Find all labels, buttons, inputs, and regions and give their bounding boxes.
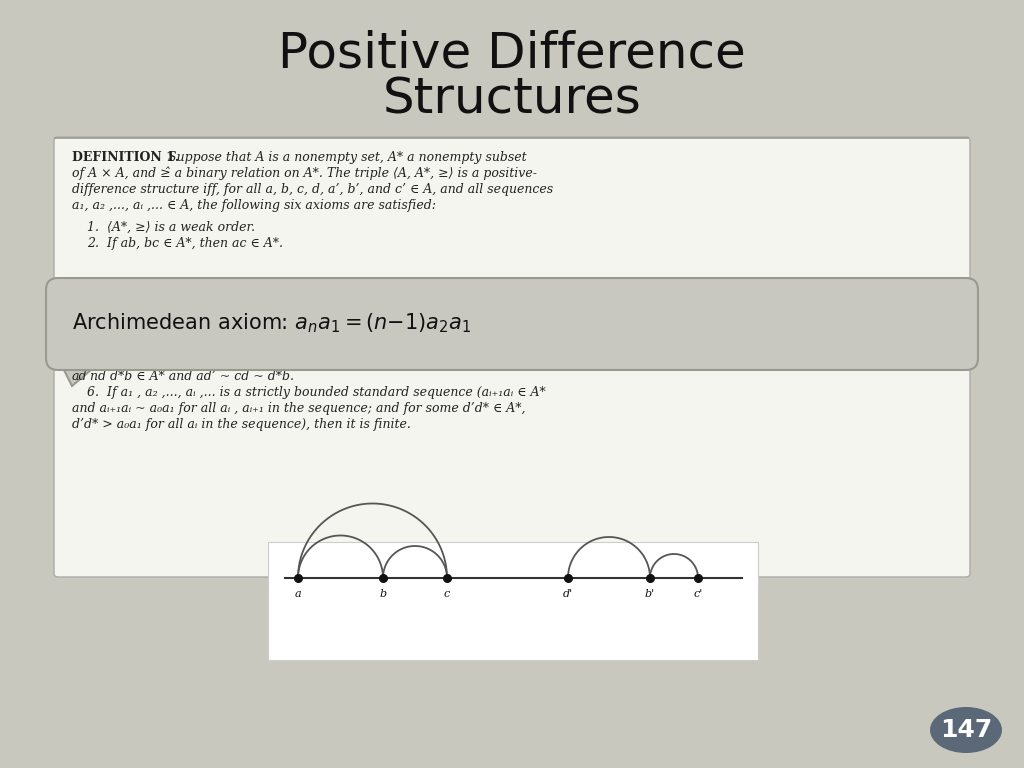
Text: Suppose that A is a nonempty set, A* a nonempty subset: Suppose that A is a nonempty set, A* a n… bbox=[160, 151, 526, 164]
Text: 2.  If ab, bc ∈ A*, then ac ∈ A*.: 2. If ab, bc ∈ A*, then ac ∈ A*. bbox=[87, 237, 283, 250]
Text: d': d' bbox=[563, 589, 573, 599]
Text: 6.  If a₁ , a₂ ,..., aᵢ ,... is a strictly bounded standard sequence (aᵢ₊₁aᵢ ∈ A: 6. If a₁ , a₂ ,..., aᵢ ,... is a strictl… bbox=[87, 386, 546, 399]
Text: Positive Difference: Positive Difference bbox=[279, 29, 745, 77]
Text: ad: ad bbox=[72, 370, 87, 383]
Text: 1.  ⟨A*, ≥⟩ is a weak order.: 1. ⟨A*, ≥⟩ is a weak order. bbox=[87, 221, 255, 234]
FancyBboxPatch shape bbox=[46, 278, 978, 370]
Text: b': b' bbox=[645, 589, 655, 599]
Text: b: b bbox=[380, 589, 387, 599]
Text: nd d*b ∈ A* and ad’ ~ cd ~ d*b.: nd d*b ∈ A* and ad’ ~ cd ~ d*b. bbox=[90, 370, 294, 383]
Text: and aᵢ₊₁aᵢ ~ a₀a₁ for all aᵢ , aᵢ₊₁ in the sequence; and for some d’d* ∈ A*,: and aᵢ₊₁aᵢ ~ a₀a₁ for all aᵢ , aᵢ₊₁ in t… bbox=[72, 402, 525, 415]
Text: d’d* > a₀a₁ for all aᵢ in the sequence), then it is finite.: d’d* > a₀a₁ for all aᵢ in the sequence),… bbox=[72, 418, 411, 431]
Bar bbox=[268, 542, 758, 660]
Ellipse shape bbox=[930, 707, 1002, 753]
Text: 147: 147 bbox=[940, 718, 992, 742]
FancyBboxPatch shape bbox=[54, 137, 970, 577]
Text: a₁, a₂ ,..., aᵢ ,... ∈ A, the following six axioms are satisfied:: a₁, a₂ ,..., aᵢ ,... ∈ A, the following … bbox=[72, 199, 436, 212]
Text: Structures: Structures bbox=[383, 76, 641, 124]
Text: c': c' bbox=[693, 589, 702, 599]
Text: c: c bbox=[443, 589, 451, 599]
Text: a: a bbox=[295, 589, 301, 599]
Text: of A × A, and ≥̂ a binary relation on A*. The triple ⟨A, A*, ≥⟩ is a positive-: of A × A, and ≥̂ a binary relation on A*… bbox=[72, 167, 537, 180]
Polygon shape bbox=[58, 358, 105, 386]
Text: difference structure iff, for all a, b, c, d, a’, b’, and c’ ∈ A, and all sequen: difference structure iff, for all a, b, … bbox=[72, 183, 553, 196]
Text: DEFINITION 1.: DEFINITION 1. bbox=[72, 151, 179, 164]
Text: Archimedean axiom: $a_na_1 = (n{-}1)a_2a_1$: Archimedean axiom: $a_na_1 = (n{-}1)a_2a… bbox=[72, 311, 471, 335]
